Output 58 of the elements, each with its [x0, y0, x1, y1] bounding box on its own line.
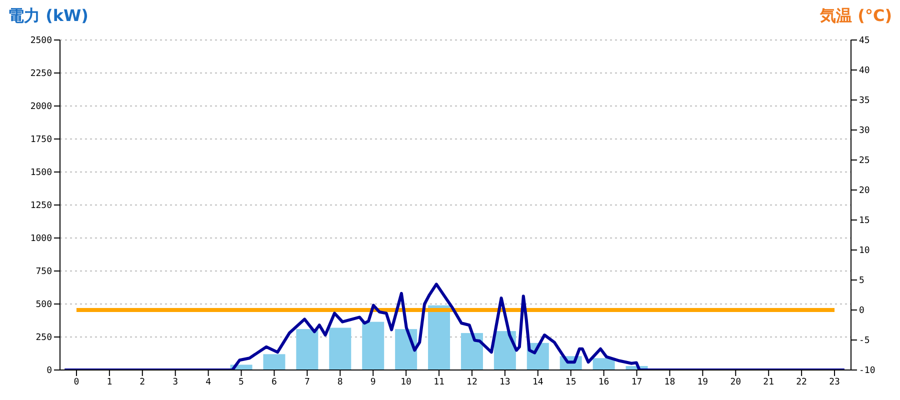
x-tick-label: 2	[140, 377, 146, 388]
y2-tick-label: -10	[859, 366, 876, 376]
x-tick-label: 22	[796, 377, 807, 388]
y2-tick-label: -5	[859, 336, 870, 346]
x-tick-label: 8	[337, 377, 343, 388]
x-tick-label: 15	[565, 377, 576, 388]
bar	[362, 322, 384, 370]
y-tick-label: 500	[36, 300, 52, 310]
x-tick-label: 19	[697, 377, 708, 388]
bar	[395, 329, 418, 370]
y-tick-label: 1750	[30, 135, 52, 146]
y2-tick-label: 25	[859, 156, 870, 166]
y-tick-label: 750	[36, 267, 52, 278]
y2-tick-label: 15	[859, 216, 870, 226]
y-tick-label: 2250	[30, 69, 52, 80]
y-tick-label: 250	[36, 333, 52, 344]
y2-tick-label: 35	[859, 96, 870, 106]
y2-tick-label: 10	[859, 246, 870, 256]
y-tick-label: 1250	[30, 201, 52, 212]
bar	[428, 305, 450, 370]
y2-tick-label: 40	[859, 66, 870, 76]
x-tick-label: 16	[598, 377, 610, 388]
x-tick-label: 5	[238, 377, 244, 388]
bar	[296, 329, 318, 370]
x-tick-label: 0	[74, 377, 80, 388]
x-tick-label: 1	[106, 377, 112, 388]
x-tick-label: 7	[304, 377, 310, 388]
y-tick-label: 2000	[30, 102, 52, 112]
x-tick-label: 4	[206, 377, 212, 388]
y2-tick-label: 20	[859, 186, 870, 196]
x-tick-label: 17	[631, 377, 642, 388]
bar	[263, 354, 286, 370]
x-tick-label: 18	[664, 377, 676, 388]
y2-tick-label: 45	[859, 36, 870, 46]
x-tick-label: 10	[400, 377, 412, 388]
y2-tick-label: 0	[859, 306, 864, 316]
x-tick-label: 11	[434, 377, 444, 388]
y-tick-label: 2500	[30, 36, 52, 46]
x-tick-label: 3	[172, 377, 178, 388]
bar	[329, 328, 352, 370]
line-series	[63, 282, 846, 370]
y2-tick-label: 5	[859, 276, 864, 286]
x-tick-label: 13	[500, 377, 510, 388]
y-tick-label: 1000	[30, 234, 52, 244]
x-tick-label: 12	[466, 377, 478, 388]
x-tick-label: 9	[370, 377, 376, 388]
y-tick-label: 0	[46, 366, 52, 376]
x-tick-label: 20	[730, 377, 742, 388]
y2-axis-title: 気温 (°C)	[820, 6, 892, 27]
bar	[460, 333, 483, 370]
y-tick-label: 1500	[30, 168, 52, 178]
x-tick-label: 14	[532, 377, 544, 388]
bar	[592, 358, 615, 370]
y2-tick-label: 30	[859, 126, 870, 136]
x-tick-label: 6	[272, 377, 277, 388]
y-axis-title: 電力 (kW)	[8, 6, 88, 27]
x-tick-label: 23	[829, 377, 840, 388]
x-tick-label: 21	[763, 377, 774, 388]
